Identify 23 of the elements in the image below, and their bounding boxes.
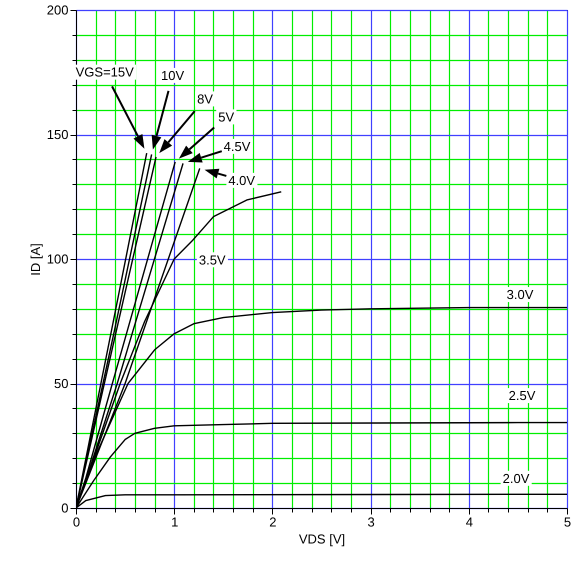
annotation: 4.5V bbox=[224, 138, 251, 154]
annotation: 2.5V bbox=[508, 388, 536, 404]
y-tick-label: 200 bbox=[46, 2, 68, 18]
x-tick-label: 1 bbox=[171, 514, 178, 530]
x-tick-label: 3 bbox=[367, 514, 375, 530]
x-tick-label: 2 bbox=[269, 514, 277, 530]
annotation: 2.0V bbox=[502, 470, 530, 486]
annotation: 10V bbox=[161, 68, 185, 83]
y-axis-title: ID [A] bbox=[28, 243, 43, 276]
annotation: 3.0V bbox=[506, 287, 534, 302]
x-tick-label: 0 bbox=[72, 514, 80, 530]
x-tick-label: 5 bbox=[564, 514, 572, 530]
y-tick-label: 50 bbox=[54, 376, 68, 391]
annotation: 8V bbox=[197, 91, 214, 106]
y-tick-label: 150 bbox=[46, 127, 68, 142]
x-tick-label: 4 bbox=[466, 514, 473, 530]
annotation: 5V bbox=[218, 109, 234, 124]
y-tick-label: 100 bbox=[46, 252, 68, 266]
annotation: VGS=15V bbox=[76, 64, 134, 80]
annotation: 3.5V bbox=[198, 252, 226, 268]
y-tick-label: 0 bbox=[61, 500, 68, 516]
annotation: 4.0V bbox=[228, 172, 256, 188]
x-axis-title: VDS [V] bbox=[298, 532, 346, 546]
